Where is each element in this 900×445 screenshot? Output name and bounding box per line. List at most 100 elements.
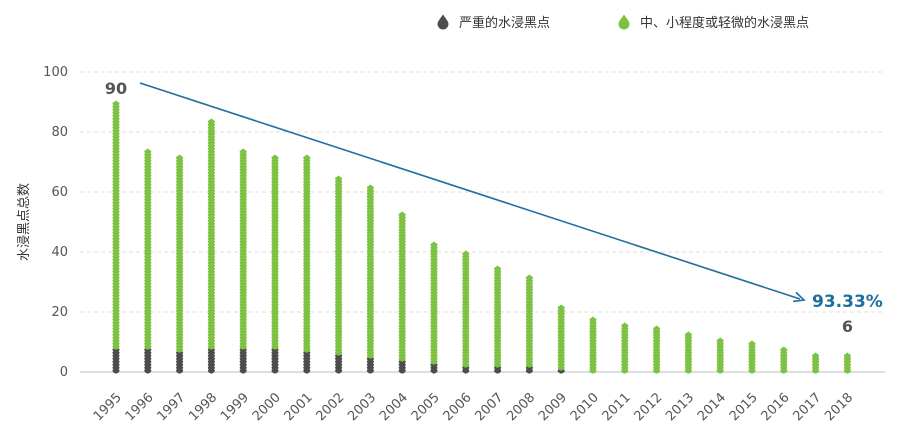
x-tick-label: 1998 (186, 390, 220, 424)
bar-1998 (207, 118, 215, 374)
x-tick-label: 2008 (504, 390, 538, 424)
x-tick-label: 2006 (441, 390, 475, 424)
bar-2012 (653, 325, 661, 374)
bar-segment-minor (621, 322, 629, 374)
legend-label-severe: 严重的水浸黑点 (459, 15, 550, 31)
bar-1995 (112, 100, 120, 374)
bar-2006 (462, 250, 470, 374)
x-tick-label: 2016 (759, 390, 793, 424)
bar-1999 (239, 148, 247, 374)
x-tick-label: 1995 (91, 390, 125, 424)
x-tick-label: 1996 (123, 390, 157, 424)
bar-segment-minor (462, 250, 470, 368)
bar-2010 (589, 316, 597, 374)
drop-mark (462, 250, 470, 257)
x-tick-label: 2017 (790, 390, 824, 424)
y-axis-label: 水浸黑点总数 (17, 183, 32, 261)
start-value-label: 90 (105, 79, 127, 98)
bar-segment-severe (303, 349, 311, 374)
y-axis: 0 20 40 60 80 100 (43, 65, 68, 380)
x-tick-label: 2010 (568, 390, 602, 424)
drop-mark (780, 346, 788, 353)
legend-drop-icon-severe (437, 14, 449, 30)
drop-mark (525, 274, 533, 281)
drop-mark (748, 340, 756, 347)
x-axis: 1995199619971998199920002001200220032004… (91, 390, 856, 424)
bar-segment-minor (684, 331, 692, 374)
bar-2011 (621, 322, 629, 374)
bar-segment-minor (271, 154, 279, 350)
bar-2017 (812, 352, 820, 374)
bar-segment-minor (494, 265, 502, 368)
drop-mark (112, 100, 120, 107)
bar-segment-minor (430, 241, 438, 365)
trend-line (139, 82, 801, 300)
bar-segment-minor (557, 304, 565, 371)
bar-segment-minor (303, 154, 311, 353)
drop-mark (144, 148, 152, 155)
bar-segment-minor (207, 118, 215, 350)
x-tick-label: 2007 (472, 390, 506, 424)
x-tick-label: 2015 (727, 390, 761, 424)
bar-segment-severe (239, 346, 247, 374)
y-tick-label: 0 (60, 365, 68, 380)
drop-mark (239, 148, 247, 155)
bar-segment-minor (780, 346, 788, 374)
bar-segment-minor (812, 352, 820, 374)
bar-2018 (843, 352, 851, 374)
y-tick-label: 40 (51, 245, 68, 260)
end-value-label: 6 (842, 317, 853, 336)
drop-mark (494, 265, 502, 272)
drop-mark (621, 322, 629, 329)
bar-2008 (525, 274, 533, 374)
bar-segment-minor (525, 274, 533, 368)
drop-mark (653, 325, 661, 332)
x-tick-label: 2012 (631, 390, 665, 424)
bar-2015 (748, 340, 756, 374)
bar-2002 (335, 175, 343, 374)
x-tick-label: 2004 (377, 390, 411, 424)
bar-2009 (557, 304, 565, 374)
bar-segment-minor (112, 100, 120, 350)
bar-2001 (303, 154, 311, 374)
bar-segment-minor (239, 148, 247, 350)
x-tick-label: 2000 (250, 390, 284, 424)
bar-segment-minor (366, 184, 374, 359)
bar-2000 (271, 154, 279, 374)
bar-segment-minor (653, 325, 661, 374)
drop-mark (271, 154, 279, 161)
y-tick-label: 100 (43, 65, 68, 80)
bar-segment-minor (716, 337, 724, 374)
x-tick-label: 2014 (695, 390, 729, 424)
drop-mark (207, 118, 215, 125)
x-tick-label: 2013 (663, 390, 697, 424)
bar-1996 (144, 148, 152, 374)
bar-2005 (430, 241, 438, 374)
drop-mark (843, 352, 851, 359)
trend-arrow-icon (792, 291, 806, 303)
x-tick-label: 2005 (409, 390, 443, 424)
legend-item-severe: 严重的水浸黑点 (437, 14, 550, 31)
bars (112, 100, 851, 374)
annotations: 90 6 93.33% (105, 79, 883, 336)
legend: 严重的水浸黑点 中、小程度或轻微的水浸黑点 (437, 14, 809, 31)
bar-segment-minor (748, 340, 756, 374)
bar-2007 (494, 265, 502, 374)
drop-mark (335, 175, 343, 182)
legend-item-minor: 中、小程度或轻微的水浸黑点 (618, 14, 809, 31)
x-tick-label: 2009 (536, 390, 570, 424)
x-tick-label: 2018 (822, 390, 856, 424)
drop-mark (398, 211, 406, 218)
x-tick-label: 1999 (218, 390, 252, 424)
drop-mark (430, 241, 438, 248)
reduction-percent-label: 93.33% (812, 292, 883, 312)
bar-segment-minor (176, 154, 184, 353)
bar-segment-severe (271, 346, 279, 374)
bar-segment-minor (398, 211, 406, 362)
drop-mark (366, 184, 374, 191)
y-tick-label: 60 (51, 185, 68, 200)
drop-mark (557, 304, 565, 311)
grid-lines (80, 71, 885, 373)
bar-segment-minor (335, 175, 343, 356)
